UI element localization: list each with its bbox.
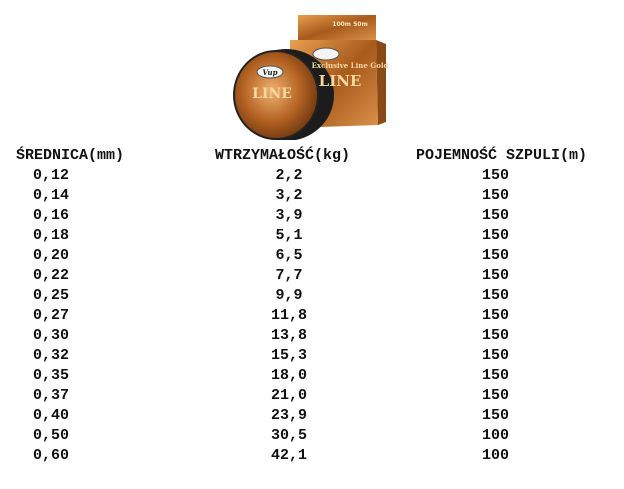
cell-strength: 21,0 [270, 387, 307, 404]
cell-capacity: 100 [482, 427, 510, 444]
cell-strength: 13,8 [270, 327, 307, 344]
header-spool-capacity: POJEMNOŚĆ SZPULI(m) [416, 147, 588, 164]
cell-strength: 3,2 [275, 187, 303, 204]
cell-capacity: 150 [482, 267, 510, 284]
cell-strength: 30,5 [270, 427, 307, 444]
product-image: 100m 50m Vup LINE Exclusive Line Gold LI… [233, 15, 389, 140]
table-row: 0,14 3,2 150 [0, 187, 624, 207]
table-row: 0,40 23,9 150 [0, 407, 624, 427]
cell-diameter: 0,25 [33, 287, 70, 304]
table-row: 0,27 11,8 150 [0, 307, 624, 327]
box-logo [312, 47, 340, 61]
cell-capacity: 150 [482, 347, 510, 364]
table-row: 0,12 2,2 150 [0, 167, 624, 187]
cell-diameter: 0,30 [33, 327, 70, 344]
cell-diameter: 0,18 [33, 227, 70, 244]
table-row: 0,35 18,0 150 [0, 367, 624, 387]
table-row: 0,60 42,1 100 [0, 447, 624, 467]
cell-diameter: 0,37 [33, 387, 70, 404]
cell-capacity: 150 [482, 187, 510, 204]
cell-strength: 9,9 [275, 287, 303, 304]
cell-diameter: 0,60 [33, 447, 70, 464]
cell-diameter: 0,27 [33, 307, 70, 324]
cell-strength: 3,9 [275, 207, 303, 224]
cell-capacity: 150 [482, 287, 510, 304]
cell-capacity: 150 [482, 407, 510, 424]
cell-diameter: 0,35 [33, 367, 70, 384]
cell-capacity: 150 [482, 227, 510, 244]
box-side [376, 40, 386, 125]
table-row: 0,22 7,7 150 [0, 267, 624, 287]
cell-diameter: 0,16 [33, 207, 70, 224]
header-diameter: ŚREDNICA(mm) [16, 147, 125, 164]
cell-capacity: 150 [482, 247, 510, 264]
brand-logo-text: Vup [263, 68, 278, 77]
table-row: 0,50 30,5 100 [0, 427, 624, 447]
cell-diameter: 0,14 [33, 187, 70, 204]
cell-strength: 42,1 [270, 447, 307, 464]
cell-diameter: 0,12 [33, 167, 70, 184]
spool-face [233, 50, 319, 140]
spool-label: LINE [252, 86, 292, 102]
cell-strength: 23,9 [270, 407, 307, 424]
table-row: 0,18 5,1 150 [0, 227, 624, 247]
box-top [298, 15, 376, 40]
cell-capacity: 150 [482, 167, 510, 184]
cell-strength: 2,2 [275, 167, 303, 184]
cell-strength: 15,3 [270, 347, 307, 364]
cell-strength: 5,1 [275, 227, 303, 244]
header-strength: WTRZYMAŁOŚĆ(kg) [215, 147, 351, 164]
cell-diameter: 0,40 [33, 407, 70, 424]
cell-diameter: 0,32 [33, 347, 70, 364]
cell-capacity: 150 [482, 367, 510, 384]
cell-diameter: 0,50 [33, 427, 70, 444]
table-row: 0,30 13,8 150 [0, 327, 624, 347]
cell-capacity: 100 [482, 447, 510, 464]
cell-capacity: 150 [482, 207, 510, 224]
cell-diameter: 0,20 [33, 247, 70, 264]
table-row: 0,25 9,9 150 [0, 287, 624, 307]
brand-logo [256, 65, 284, 79]
cell-capacity: 150 [482, 327, 510, 344]
cell-diameter: 0,22 [33, 267, 70, 284]
cell-strength: 7,7 [275, 267, 303, 284]
table-row: 0,32 15,3 150 [0, 347, 624, 367]
cell-strength: 11,8 [270, 307, 307, 324]
box-size-label: 100m 50m [332, 21, 367, 28]
cell-strength: 6,5 [275, 247, 303, 264]
table-row: 0,20 6,5 150 [0, 247, 624, 267]
table-row: 0,16 3,9 150 [0, 207, 624, 227]
product-name: Exclusive Line Gold [312, 61, 389, 70]
cell-capacity: 150 [482, 307, 510, 324]
table-row: 0,37 21,0 150 [0, 387, 624, 407]
box-label: LINE [319, 72, 362, 90]
cell-capacity: 150 [482, 387, 510, 404]
cell-strength: 18,0 [270, 367, 307, 384]
